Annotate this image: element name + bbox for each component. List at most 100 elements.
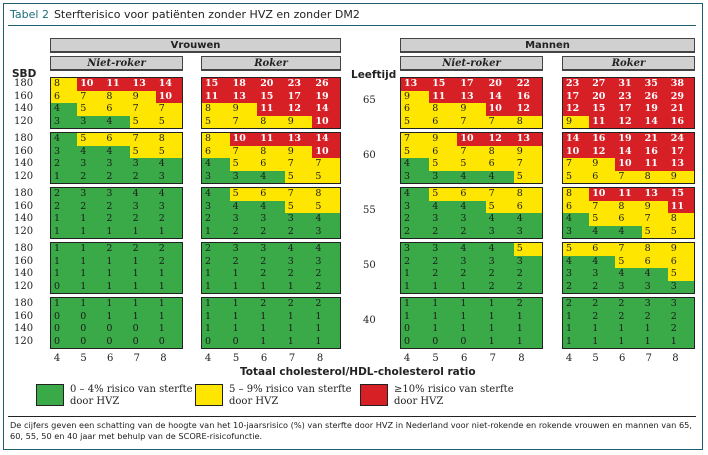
risk-cell: 6 — [667, 255, 694, 268]
risk-cell: 1 — [513, 310, 542, 323]
x-tick-label: 8 — [316, 353, 324, 364]
x-tick-label: 4 — [53, 353, 61, 364]
risk-cell: 1 — [401, 298, 430, 311]
risk-cell: 26 — [641, 90, 668, 103]
risk-cell: 19 — [615, 133, 642, 146]
risk-cell: 2 — [229, 255, 258, 268]
risk-cell: 9 — [284, 145, 313, 158]
risk-cell: 6 — [202, 145, 230, 158]
risk-cell: 10 — [563, 145, 590, 158]
risk-cell: 1 — [513, 323, 542, 336]
risk-cell: 12 — [284, 103, 313, 116]
risk-cell: 1 — [229, 298, 258, 311]
risk-cell: 5 — [129, 145, 156, 158]
risk-cell: 1 — [77, 280, 104, 293]
risk-cell: 4 — [229, 200, 258, 213]
risk-cell: 7 — [229, 145, 258, 158]
risk-cell: 4 — [513, 213, 542, 226]
table-title-text: Sterfterisico voor patiënten zonder HVZ … — [53, 8, 360, 21]
risk-cell: 8 — [513, 115, 542, 128]
risk-cell: 5 — [155, 115, 182, 128]
risk-cell: 8 — [513, 188, 542, 201]
risk-cell: 2 — [257, 255, 285, 268]
risk-cell: 9 — [641, 200, 668, 213]
risk-cell: 1 — [51, 255, 78, 268]
table-number: Tabel 2 — [10, 8, 49, 21]
risk-cell: 2 — [77, 200, 104, 213]
risk-cell: 6 — [103, 133, 130, 146]
risk-cell: 2 — [589, 310, 616, 323]
risk-cell: 6 — [457, 188, 486, 201]
age-label: 60 — [363, 150, 376, 161]
risk-cell: 1 — [312, 323, 340, 336]
legend-label-yellow: 5 – 9% risico van sterfte door HVZ — [229, 384, 352, 407]
risk-cell: 1 — [457, 280, 486, 293]
risk-cell: 7 — [401, 133, 430, 146]
legend-swatch-green — [36, 384, 64, 406]
risk-cell: 7 — [312, 158, 340, 171]
risk-cell: 14 — [615, 145, 642, 158]
risk-block: 8 10 11 13 15 6 7 8 9 11 4 5 6 7 8 3 4 4 5 5 — [562, 187, 695, 239]
risk-cell: 1 — [284, 323, 313, 336]
risk-cell: 24 — [667, 133, 694, 146]
risk-cell: 1 — [202, 310, 230, 323]
risk-cell: 17 — [563, 90, 590, 103]
risk-cell: 1 — [284, 280, 313, 293]
risk-cell: 1 — [129, 310, 156, 323]
risk-cell: 0 — [202, 335, 230, 348]
x-tick-label: 6 — [619, 353, 626, 364]
risk-cell: 7 — [457, 115, 486, 128]
risk-cell: 1 — [589, 335, 616, 348]
legend-swatch-yellow — [195, 384, 223, 406]
risk-cell: 6 — [641, 255, 668, 268]
risk-cell: 14 — [155, 78, 182, 91]
risk-cell: 15 — [667, 188, 694, 201]
risk-cell: 4 — [485, 243, 514, 256]
risk-block: 8 10 11 13 14 6 7 8 9 10 4 5 6 7 7 3 3 4 5 5 — [50, 77, 183, 129]
risk-cell: 1 — [77, 268, 104, 281]
risk-cell: 5 — [312, 200, 340, 213]
risk-cell: 1 — [667, 335, 694, 348]
risk-cell: 4 — [429, 200, 458, 213]
risk-cell: 1 — [257, 323, 285, 336]
risk-block: 23 27 31 35 38 17 20 23 26 29 12 15 17 19 21 9 11 12 14 16 — [562, 77, 695, 129]
risk-cell: 17 — [284, 90, 313, 103]
risk-cell: 10 — [312, 145, 340, 158]
risk-cell: 7 — [615, 170, 642, 183]
risk-cell: 3 — [312, 225, 340, 238]
sbd-tick-label: 160 — [14, 255, 34, 267]
risk-cell: 4 — [103, 145, 130, 158]
sbd-axis-label: SBD — [12, 68, 37, 80]
risk-cell: 1 — [51, 298, 78, 311]
risk-cell: 4 — [155, 158, 182, 171]
risk-cell: 5 — [129, 115, 156, 128]
risk-cell: 7 — [485, 188, 514, 201]
risk-cell: 3 — [667, 280, 694, 293]
risk-cell: 1 — [129, 268, 156, 281]
risk-cell: 19 — [641, 103, 668, 116]
risk-cell: 9 — [429, 133, 458, 146]
risk-cell: 21 — [641, 133, 668, 146]
risk-cell: 20 — [257, 78, 285, 91]
risk-cell: 14 — [312, 133, 340, 146]
risk-cell: 19 — [312, 90, 340, 103]
risk-cell: 12 — [513, 103, 542, 116]
age-label: 50 — [363, 260, 376, 271]
risk-cell: 3 — [589, 268, 616, 281]
risk-cell: 2 — [51, 158, 78, 171]
risk-cell: 2 — [589, 280, 616, 293]
sbd-tick-label: 160 — [14, 90, 34, 102]
risk-cell: 1 — [485, 310, 514, 323]
table-frame — [3, 3, 703, 450]
risk-cell: 6 — [103, 103, 130, 116]
risk-cell: 5 — [284, 170, 313, 183]
risk-cell: 5 — [312, 170, 340, 183]
risk-cell: 4 — [457, 243, 486, 256]
risk-cell: 5 — [513, 170, 542, 183]
risk-cell: 3 — [401, 200, 430, 213]
risk-cell: 4 — [589, 255, 616, 268]
risk-cell: 2 — [155, 255, 182, 268]
risk-cell: 2 — [202, 243, 230, 256]
risk-cell: 26 — [312, 78, 340, 91]
